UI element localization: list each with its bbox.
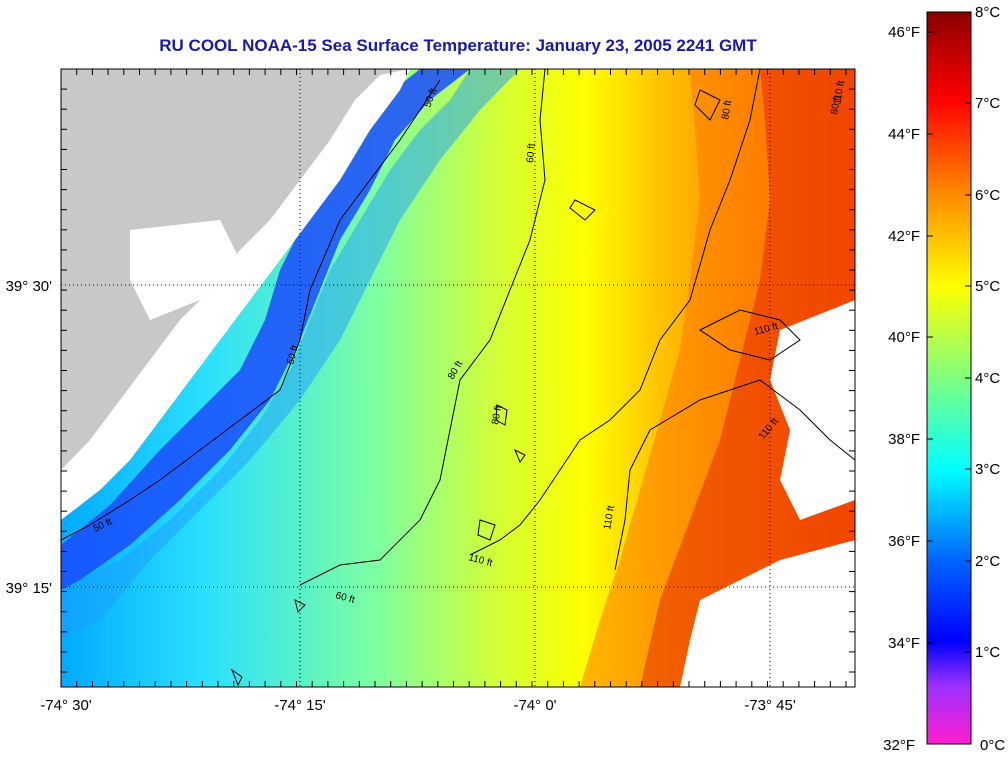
fahrenheit-label: 36°F xyxy=(888,533,920,550)
nodata-patch xyxy=(770,300,855,520)
celsius-label: 7°C xyxy=(975,95,1000,112)
hot-region xyxy=(640,69,855,687)
map-frame xyxy=(60,68,856,688)
fahrenheit-label: 34°F xyxy=(888,635,920,652)
nodata-patch xyxy=(680,540,855,687)
celsius-label: 2°C xyxy=(975,553,1000,570)
barrier-bays xyxy=(61,69,410,520)
celsius-label: 6°C xyxy=(975,187,1000,204)
fahrenheit-label: 40°F xyxy=(888,329,920,346)
celsius-label: 0°C xyxy=(980,737,1005,754)
axis-ticks xyxy=(60,68,855,687)
contour-label: 50 ft xyxy=(285,344,301,366)
warm-region xyxy=(580,69,855,687)
celsius-label: 8°C xyxy=(975,4,1000,21)
contour-label: 60 ft xyxy=(525,143,538,164)
celsius-label: 1°C xyxy=(975,644,1000,661)
colorbar-ramp xyxy=(926,11,972,745)
celsius-label: 3°C xyxy=(975,461,1000,478)
map-title: RU COOL NOAA-15 Sea Surface Temperature:… xyxy=(159,36,757,55)
depth-contours xyxy=(61,69,855,687)
lon-tick-label: -73° 45' xyxy=(744,697,796,714)
lon-tick-label: -74° 15' xyxy=(274,697,326,714)
bay-inlet xyxy=(130,220,240,320)
fahrenheit-label: 38°F xyxy=(888,431,920,448)
celsius-label: 4°C xyxy=(975,370,1000,387)
contour-label: 110 ft xyxy=(602,504,617,530)
colorbar-fahrenheit-labels: 46°F 44°F 42°F 40°F 38°F 36°F 34°F 32°F xyxy=(883,24,920,754)
colorbar-celsius-labels: 8°C 7°C 6°C 5°C 4°C 3°C 2°C 1°C 0°C xyxy=(975,4,1005,754)
contour-label: 80 ft xyxy=(490,404,504,425)
fahrenheit-label: 44°F xyxy=(888,126,920,143)
lon-tick-label: -74° 30' xyxy=(40,697,92,714)
contour-label: 80 ft xyxy=(720,99,734,120)
fahrenheit-label: 42°F xyxy=(888,228,920,245)
coastal-cold-band xyxy=(61,69,470,590)
coastal-blue-gradient xyxy=(61,69,520,640)
graticule xyxy=(61,69,855,687)
lat-tick-label: 39° 15' xyxy=(6,580,53,597)
fahrenheit-label: 46°F xyxy=(888,24,920,41)
axis-labels: -74° 30' -74° 15' -74° 0' -73° 45' 39° 3… xyxy=(6,278,796,714)
celsius-label: 5°C xyxy=(975,278,1000,295)
contour-label: 110 ft xyxy=(832,79,847,105)
colorbar-ticks xyxy=(927,11,971,653)
contour-label: 80 ft xyxy=(829,94,843,115)
fahrenheit-label: 32°F xyxy=(883,737,915,754)
lat-tick-label: 39° 30' xyxy=(6,278,53,295)
contour-label: 60 ft xyxy=(334,590,356,606)
lon-tick-label: -74° 0' xyxy=(513,697,556,714)
